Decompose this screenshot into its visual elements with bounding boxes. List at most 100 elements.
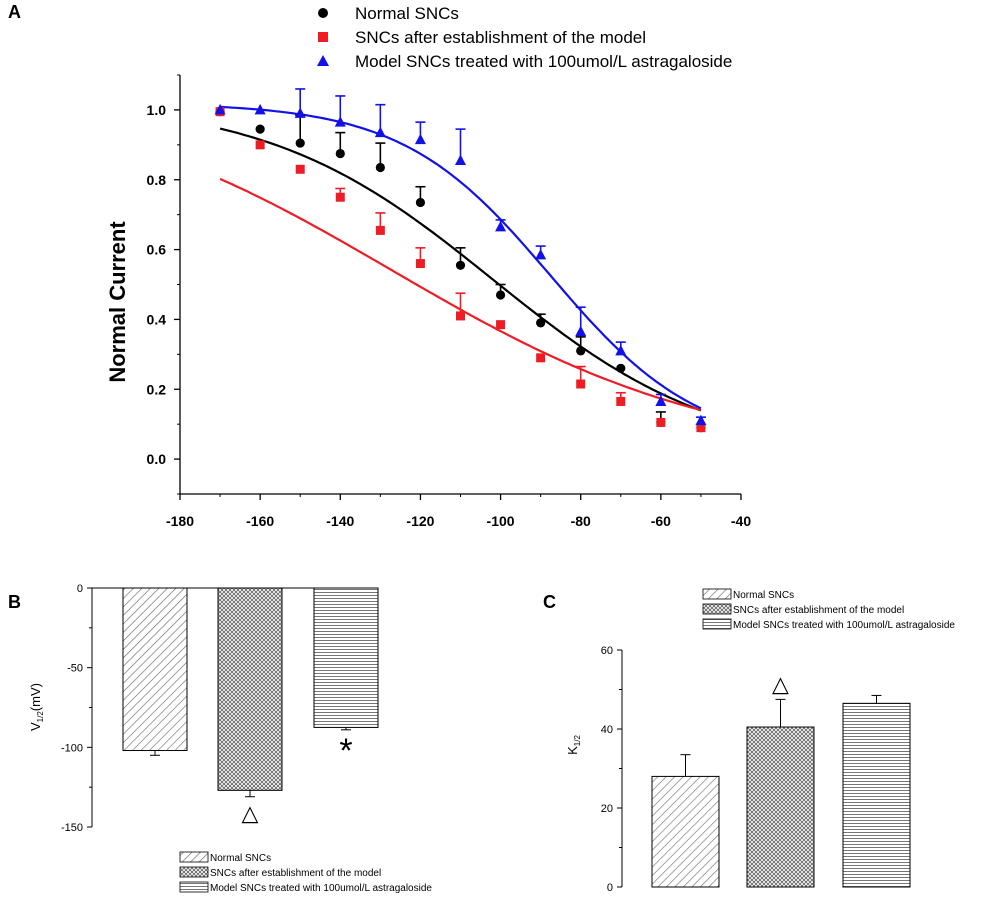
c-y-tick-label: 60 — [601, 645, 613, 657]
a-point-treated — [294, 107, 306, 118]
a-point-treated — [695, 414, 707, 426]
panel-b-legend: Normal SNCs SNCs after establishment of … — [179, 851, 432, 894]
a-point-model — [295, 164, 305, 174]
legend-a-label-model: SNCs after establishment of the model — [355, 28, 646, 47]
legend-a-label-normal: Normal SNCs — [355, 4, 459, 23]
panel-a-legend: Normal SNCs SNCs after establishment of … — [317, 4, 732, 71]
a-y-tick-label: 0.2 — [147, 381, 167, 397]
a-point-model — [375, 225, 385, 235]
c-bar-treated — [842, 702, 911, 888]
b-annotation-treated: * — [339, 732, 352, 770]
a-y-tick-label: 1.0 — [147, 102, 167, 118]
legend-c-swatch-model — [702, 603, 732, 615]
b-bar-treated — [313, 587, 379, 728]
a-point-model — [576, 379, 586, 389]
panel-a-chart: Normal SNCs SNCs after establishment of … — [105, 4, 751, 529]
c-ylabel: K1/2 — [565, 735, 582, 755]
legend-a-marker-model — [318, 32, 328, 42]
legend-a-item-normal: Normal SNCs — [318, 4, 459, 23]
c-bar-normal — [651, 775, 720, 888]
legend-a-marker-treated — [317, 55, 329, 66]
a-point-model — [415, 259, 425, 269]
a-point-model — [255, 140, 265, 150]
a-point-model — [536, 353, 546, 363]
legend-b-label-treated: Model SNCs treated with 100umol/L astrag… — [210, 883, 432, 894]
b-annotation-model: △ — [242, 801, 259, 826]
b-ylabel: V1/2(mV) — [28, 683, 45, 731]
a-x-tick-label: -60 — [651, 513, 671, 529]
b-y-tick-label: 0 — [77, 583, 83, 595]
legend-c-label-normal: Normal SNCs — [733, 590, 794, 601]
b-y-tick-label: -100 — [61, 742, 83, 754]
a-point-normal — [616, 363, 626, 373]
legend-c-swatch-normal — [702, 588, 732, 600]
a-point-treated — [334, 116, 346, 127]
legend-b-label-normal: Normal SNCs — [210, 853, 271, 864]
a-point-normal — [455, 260, 466, 270]
b-y-tick-label: -50 — [67, 663, 83, 675]
a-x-tick-label: -160 — [246, 513, 274, 529]
a-x-tick-label: -80 — [571, 513, 591, 529]
legend-c-swatch-treated — [702, 618, 732, 630]
a-point-normal — [375, 162, 385, 173]
a-point-normal — [335, 148, 345, 159]
a-point-normal — [295, 138, 305, 148]
a-x-tick-label: -40 — [731, 513, 751, 529]
a-x-tick-label: -120 — [406, 513, 434, 529]
b-bar-normal — [122, 587, 188, 752]
a-point-normal — [255, 124, 265, 134]
a-point-treated — [214, 103, 226, 115]
a-point-normal — [576, 346, 586, 356]
c-bar-model — [746, 726, 815, 888]
a-point-treated — [254, 103, 266, 115]
a-point-treated — [495, 220, 507, 232]
a-y-tick-label: 0.8 — [147, 172, 167, 188]
legend-b-swatch-treated — [179, 881, 209, 893]
a-point-normal — [495, 290, 506, 300]
a-point-treated — [535, 248, 547, 260]
a-y-tick-label: 0.4 — [147, 311, 167, 327]
a-y-tick-label: 0.6 — [147, 242, 167, 258]
legend-a-marker-normal — [318, 8, 328, 18]
b-bar-model — [217, 587, 283, 791]
legend-c-label-model: SNCs after establishment of the model — [733, 605, 904, 616]
legend-b-swatch-model — [179, 866, 209, 878]
legend-a-item-model: SNCs after establishment of the model — [318, 28, 646, 47]
a-ylabel: Normal Current — [105, 221, 130, 383]
panel-label-c: C — [543, 592, 556, 612]
legend-a-label-treated: Model SNCs treated with 100umol/L astrag… — [355, 52, 732, 71]
legend-b-label-model: SNCs after establishment of the model — [210, 868, 381, 879]
a-point-model — [696, 423, 706, 433]
a-point-normal — [415, 197, 426, 208]
a-point-model — [456, 311, 465, 321]
a-point-model — [335, 192, 345, 202]
a-point-normal — [536, 318, 546, 328]
c-y-tick-label: 0 — [607, 882, 613, 894]
c-y-tick-label: 40 — [601, 724, 613, 736]
a-point-treated — [455, 154, 466, 166]
a-x-tick-label: -180 — [166, 513, 194, 529]
panel-label-b: B — [8, 592, 21, 612]
panel-label-a: A — [8, 2, 21, 22]
a-point-treated — [374, 126, 386, 138]
a-point-model — [496, 320, 506, 330]
a-point-treated — [414, 133, 426, 145]
a-point-treated — [615, 344, 627, 356]
c-y-tick-label: 20 — [601, 803, 613, 815]
a-point-treated — [655, 395, 667, 406]
b-y-tick-label: -150 — [61, 822, 83, 834]
a-y-tick-label: 0.0 — [147, 451, 167, 467]
panel-b-chart: 0 -50 -100 -150 △ * V1/2(mV) Normal SNCs SNC… — [28, 583, 432, 894]
panel-c-chart: Normal SNCs SNCs after establishment of … — [565, 588, 955, 894]
legend-b-swatch-normal — [179, 851, 209, 863]
a-x-tick-label: -140 — [326, 513, 354, 529]
a-point-model — [616, 396, 626, 406]
a-point-model — [656, 417, 666, 427]
panel-c-legend: Normal SNCs SNCs after establishment of … — [702, 588, 955, 631]
a-point-treated — [575, 325, 587, 337]
legend-c-label-treated: Model SNCs treated with 100umol/L astrag… — [733, 620, 955, 631]
legend-a-item-treated: Model SNCs treated with 100umol/L astrag… — [317, 52, 732, 71]
a-x-tick-label: -100 — [487, 513, 515, 529]
c-annotation-model: △ — [772, 671, 789, 696]
